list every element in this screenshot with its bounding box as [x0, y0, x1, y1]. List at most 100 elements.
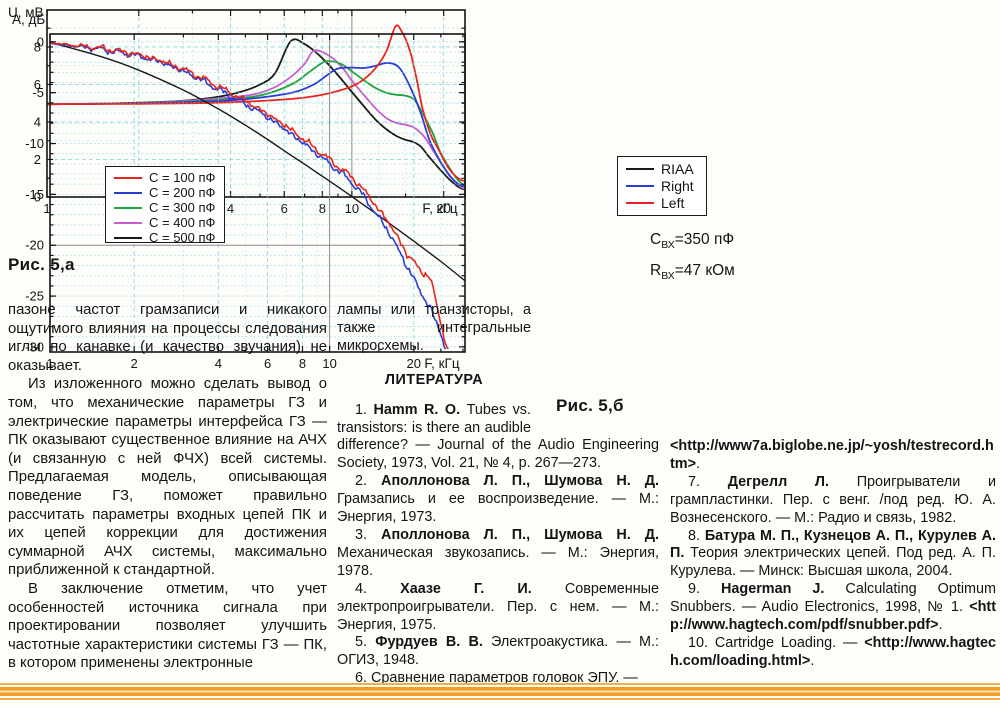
axis-label: 6: [34, 77, 41, 92]
reference-text: Аполлонова Л. П., Шумова Н. Д.: [381, 473, 660, 490]
legend-label: Right: [661, 178, 694, 194]
legend-label: RIAA: [661, 161, 694, 177]
axis-label: -30: [25, 339, 44, 354]
reference-text: Электроакустика. — М.: ОГИЗ, 1948.: [337, 634, 660, 669]
axis-label: -15: [25, 187, 44, 202]
legend-item: Right: [626, 178, 700, 194]
figure-5b-legend: RIAA Right Left: [617, 156, 707, 216]
reference-item: 6. Сравнение параметров головок ЭПУ. —: [337, 670, 659, 688]
reference-text: 2.: [355, 473, 382, 490]
axis-label: 0: [34, 190, 41, 205]
chart-annotation: CВХ=350 пФ: [650, 231, 735, 252]
reference-text: .: [696, 455, 700, 472]
references-list-middle: 1. Hamm R. O. Tubes vs. transistors: is …: [337, 402, 659, 689]
body-paragraph: В заключение отметим, что учет особеннос…: [8, 580, 327, 672]
series-right: [50, 42, 447, 350]
page-footer-stripes: [0, 683, 1000, 703]
reference-text: Tubes vs. transistors: is there an audib…: [337, 401, 659, 472]
left-text-column: пазоне частот грамзаписи и никакого ощут…: [8, 301, 327, 673]
axis-label: -10: [25, 136, 44, 151]
body-paragraph: пазоне частот грамзаписи и никакого ощут…: [8, 302, 327, 374]
legend-label: Left: [661, 195, 685, 211]
reference-text: .: [938, 617, 943, 634]
reference-text: 1.: [355, 401, 374, 418]
legend-swatch-blue: [626, 185, 654, 187]
reference-item: 9. Hagerman J. Calculating Optimum Snubb…: [670, 581, 996, 635]
legend-swatch-green: [114, 206, 142, 209]
reference-text: Hagerman J.: [721, 581, 846, 598]
axis-label: -5: [32, 85, 44, 100]
reference-text: Хаазе Г. И.: [400, 580, 565, 597]
reference-text: Батура М. П., Кузнецов А. П., Курулев А.…: [670, 527, 996, 562]
reference-text: Современные электропроигрыватели. Пер. с…: [337, 580, 659, 633]
axis-label: 6: [264, 356, 271, 371]
legend-label: C = 500 пФ: [149, 230, 216, 245]
legend-label: C = 200 пФ: [149, 185, 216, 200]
reference-item: <http://www7a.biglobe.ne.jp/~yosh/testre…: [670, 438, 996, 474]
legend-item: RIAA: [626, 161, 700, 177]
reference-item: 5. Фурдуев В. В. Электроакустика. — М.: …: [337, 634, 659, 670]
reference-item: 1. Hamm R. O. Tubes vs. transistors: is …: [337, 402, 659, 474]
reference-text: Hamm R. O.: [373, 401, 467, 418]
reference-text: Механическая звукозапись. — М.: Энергия,…: [337, 544, 659, 579]
reference-text: 4.: [355, 580, 401, 597]
reference-text: Аполлонова Л. П., Шумова Н. Д.: [381, 526, 660, 543]
reference-item: 7. Дегрелл Л. Проигрыватели и грампласти…: [670, 474, 996, 528]
series-riaa: [50, 41, 465, 282]
body-paragraph: Из изложенного можно сделать вывод о том…: [8, 376, 327, 579]
axis-label: 2: [131, 356, 138, 371]
axis-label: 8: [34, 39, 41, 54]
series-c-500-пф: [47, 38, 465, 191]
series-left: [50, 42, 450, 350]
legend-item: C = 200 пФ: [114, 185, 218, 200]
axis-label: 4: [227, 201, 234, 216]
reference-text: Проигрыватели и грампластинки. Пер. с ве…: [670, 473, 996, 526]
axis-label: 4: [34, 114, 41, 129]
axis-label: 0: [37, 34, 44, 49]
figure-5b-caption: Рис. 5,б: [556, 396, 624, 415]
axis-label: U, мВ: [8, 5, 44, 20]
axis-label: 6: [281, 201, 288, 216]
axis-label: F, кГц: [424, 356, 459, 371]
chart-wrap-spacer: [531, 302, 659, 436]
axis-label: 10: [322, 356, 336, 371]
axis-label: 20: [407, 356, 421, 371]
series-c-200-пф: [47, 61, 465, 188]
legend-swatch-red: [626, 202, 654, 204]
axis-label: 8: [319, 201, 326, 216]
axis-label: -20: [25, 238, 44, 253]
legend-label: C = 100 пФ: [149, 170, 216, 185]
literature-heading: ЛИТЕРАТУРА: [384, 371, 484, 388]
reference-text: Дегрелл Л.: [727, 473, 857, 490]
reference-item: 2. Аполлонова Л. П., Шумова Н. Д. Грамза…: [337, 473, 659, 527]
legend-item: C = 500 пФ: [114, 230, 218, 245]
reference-text: 9.: [688, 581, 722, 598]
reference-url: <http://www.hagtech.com/loading.html>: [670, 634, 996, 669]
reference-text: Фурдуев В. В.: [375, 634, 492, 651]
legend-swatch-magenta: [114, 221, 142, 224]
reference-item: 4. Хаазе Г. И. Современные электропроигр…: [337, 581, 659, 635]
legend-item: C = 100 пФ: [114, 170, 218, 185]
reference-item: 3. Аполлонова Л. П., Шумова Н. Д. Механи…: [337, 527, 659, 581]
series-c-300-пф: [47, 60, 465, 187]
middle-text-column: лампы или транзисторы, а также интеграль…: [337, 302, 659, 688]
reference-text: 5.: [355, 634, 376, 651]
figure-5b-annotations: CВХ=350 пФ RВХ=47 кОм: [650, 227, 735, 289]
figure-5a-legend: C = 100 пФ C = 200 пФ C = 300 пФ C = 400 пФ…: [105, 166, 225, 245]
reference-item: 8. Батура М. П., Кузнецов А. П., Курулев…: [670, 528, 996, 582]
axis-label: 8: [299, 356, 306, 371]
reference-url: <http://www7a.biglobe.ne.jp/~yosh/testre…: [670, 438, 994, 472]
legend-label: C = 300 пФ: [149, 200, 216, 215]
legend-label: C = 400 пФ: [149, 215, 216, 230]
legend-swatch-blue: [114, 191, 142, 194]
legend-item: C = 300 пФ: [114, 200, 218, 215]
reference-url: <http://www.hagtech.com/pdf/snubber.pdf>: [670, 599, 996, 634]
figure-5a-caption: Рис. 5,а: [8, 255, 75, 274]
legend-item: Left: [626, 195, 700, 211]
axis-label: -25: [25, 289, 44, 304]
right-text-column: <http://www7a.biglobe.ne.jp/~yosh/testre…: [670, 438, 996, 671]
body-paragraph: лампы или транзисторы, а также интеграль…: [337, 302, 531, 354]
axis-label: А, дБ: [12, 12, 45, 27]
chart-annotation: RВХ=47 кОм: [650, 262, 735, 283]
